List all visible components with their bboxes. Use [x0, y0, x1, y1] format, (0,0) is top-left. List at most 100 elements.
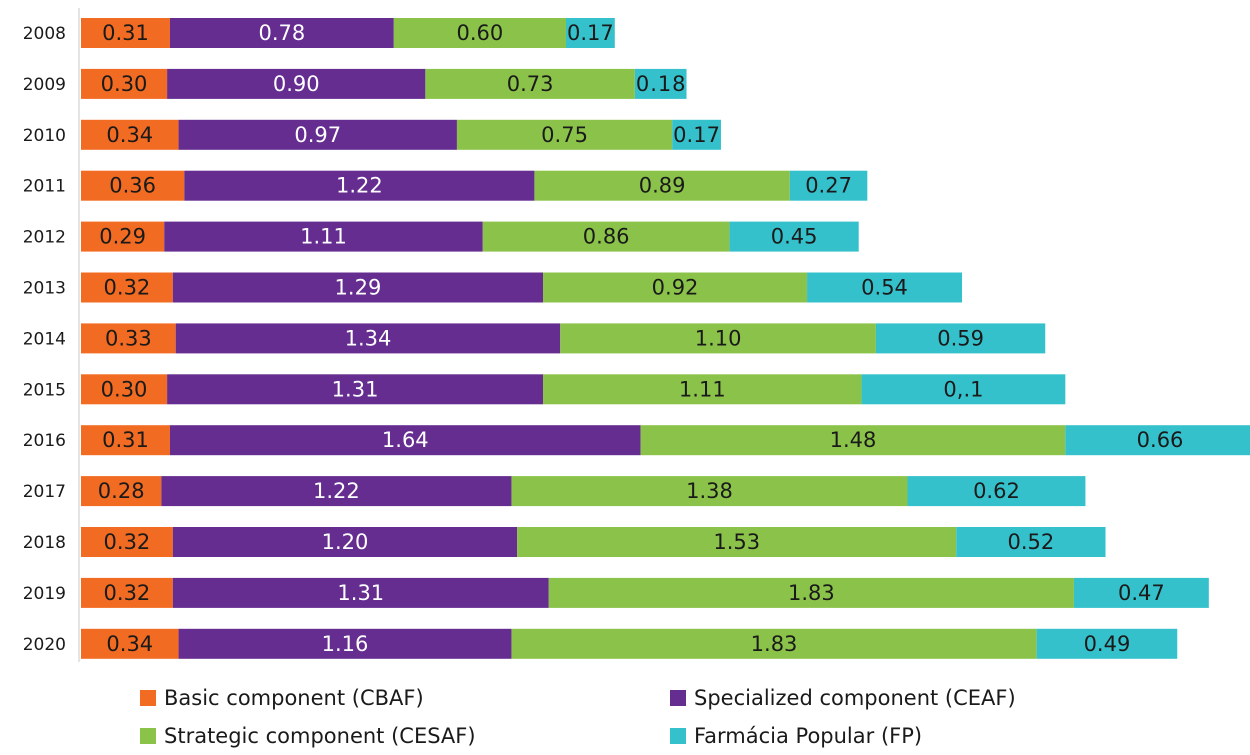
data-label-farmacia-popular: 0.18 [636, 72, 686, 96]
bar-segment-strategic [548, 577, 1074, 608]
data-label-basic: 0.31 [102, 428, 149, 452]
legend-label-specialized: Specialized component (CEAF) [694, 686, 1016, 710]
bar-segment-specialized [161, 476, 512, 507]
bar-segment-farmacia-popular [634, 68, 687, 99]
bar-segment-specialized [172, 527, 518, 557]
data-label-specialized: 1.31 [337, 581, 384, 605]
data-label-strategic: 0.92 [652, 276, 699, 300]
data-label-strategic: 1.83 [788, 581, 835, 605]
legend-label-farmacia-popular: Farmácia Popular (FP) [694, 724, 923, 748]
bar-segment-farmacia-popular [1065, 425, 1250, 456]
bar-segment-strategic [511, 628, 1037, 659]
data-label-basic: 0.28 [98, 479, 145, 503]
bar-segment-basic [81, 170, 185, 201]
y-tick-label: 2019 [23, 584, 66, 604]
legend-swatch-specialized [670, 690, 686, 706]
bar-segment-basic [81, 374, 168, 405]
data-label-farmacia-popular: 0,.1 [943, 377, 983, 401]
data-label-farmacia-popular: 0.17 [673, 123, 720, 147]
bar-segment-specialized [169, 18, 394, 48]
bar-segment-basic [81, 68, 168, 99]
bars-group: 0.31 0.78 0.60 0.17 0.30 0.90 0.73 0.18 0.34 0.97… [81, 18, 1250, 659]
data-label-strategic: 1.83 [751, 632, 798, 656]
data-label-specialized: 0.90 [273, 72, 320, 96]
bar-segment-strategic [640, 425, 1066, 456]
data-label-strategic: 1.38 [686, 479, 733, 503]
bar-segment-basic [81, 323, 176, 354]
data-label-farmacia-popular: 0.62 [973, 479, 1020, 503]
bar-segment-farmacia-popular [956, 527, 1106, 557]
legend-label-basic: Basic component (CBAF) [164, 686, 424, 710]
y-tick-label: 2020 [23, 635, 66, 655]
bar-segment-strategic [543, 374, 862, 405]
legend-item-strategic: Strategic component (CESAF) [140, 720, 670, 752]
bar-segment-farmacia-popular [1036, 628, 1178, 659]
bar-segment-strategic [534, 170, 790, 201]
data-label-farmacia-popular: 0.47 [1118, 581, 1165, 605]
data-label-strategic: 1.48 [830, 428, 877, 452]
data-label-basic: 0.30 [101, 377, 148, 401]
y-tick-label: 2017 [23, 482, 66, 502]
data-label-farmacia-popular: 0.52 [1008, 530, 1055, 554]
y-tick-label: 2013 [23, 279, 66, 299]
data-label-specialized: 1.11 [300, 225, 347, 249]
data-label-basic: 0.30 [101, 72, 148, 96]
y-tick-label: 2016 [23, 431, 66, 451]
bar-segment-basic [81, 628, 179, 659]
bar-segment-strategic [482, 221, 730, 252]
data-label-strategic: 1.53 [713, 530, 760, 554]
data-label-strategic: 0.89 [639, 174, 686, 198]
bar-segment-farmacia-popular [861, 374, 1066, 405]
legend-swatch-basic [140, 690, 156, 706]
bar-segment-specialized [172, 577, 549, 608]
bar-segment-specialized [164, 221, 483, 252]
y-tick-label: 2015 [23, 380, 66, 400]
bar-segment-strategic [517, 527, 957, 557]
bar-segment-basic [81, 18, 170, 48]
y-tick-labels: 2008 2009 2010 2011 2012 2013 2014 2015 2016 2017… [23, 24, 66, 655]
bar-segment-strategic [560, 323, 876, 354]
data-label-basic: 0.36 [109, 174, 156, 198]
y-tick-label: 2011 [23, 177, 66, 197]
bar-segment-basic [81, 425, 170, 456]
data-label-farmacia-popular: 0.54 [861, 276, 908, 300]
data-label-specialized: 1.20 [322, 530, 369, 554]
data-label-basic: 0.34 [106, 632, 153, 656]
legend-swatch-strategic [140, 728, 156, 744]
bar-segment-basic [81, 577, 173, 608]
data-label-basic: 0.32 [104, 276, 151, 300]
legend-item-farmacia-popular: Farmácia Popular (FP) [670, 720, 1140, 752]
bar-segment-strategic [543, 272, 808, 303]
y-tick-label: 2018 [23, 533, 66, 553]
bar-segment-specialized [184, 170, 535, 201]
data-label-strategic: 0.86 [583, 225, 630, 249]
data-label-specialized: 1.31 [332, 377, 379, 401]
bar-segment-strategic [511, 476, 908, 507]
data-label-strategic: 0.75 [541, 123, 588, 147]
data-label-basic: 0.32 [104, 530, 151, 554]
bar-segment-basic [81, 272, 173, 303]
bar-segment-farmacia-popular [807, 272, 963, 303]
data-label-specialized: 1.22 [313, 479, 360, 503]
bar-segment-specialized [178, 119, 457, 150]
bar-segment-basic [81, 527, 173, 557]
bar-segment-specialized [175, 323, 561, 354]
data-label-farmacia-popular: 0.27 [805, 174, 852, 198]
bar-segment-specialized [178, 628, 512, 659]
legend: Basic component (CBAF) Specialized compo… [140, 682, 1140, 752]
bar-segment-specialized [172, 272, 544, 303]
bar-segment-basic [81, 476, 162, 507]
data-label-specialized: 1.64 [382, 428, 429, 452]
bar-segment-basic [81, 119, 179, 150]
data-label-farmacia-popular: 0.59 [937, 326, 984, 350]
data-label-specialized: 1.22 [336, 174, 383, 198]
data-label-strategic: 1.10 [695, 326, 742, 350]
data-label-farmacia-popular: 0.49 [1084, 632, 1131, 656]
y-tick-label: 2009 [23, 75, 66, 95]
data-label-specialized: 1.16 [322, 632, 369, 656]
bar-segment-strategic [425, 68, 635, 99]
data-label-specialized: 0.97 [294, 123, 341, 147]
legend-label-strategic: Strategic component (CESAF) [164, 724, 476, 748]
bar-segment-strategic [393, 18, 566, 48]
stacked-bar-chart: 0.31 0.78 0.60 0.17 0.30 0.90 0.73 0.18 0.34 0.97… [23, 8, 1250, 662]
